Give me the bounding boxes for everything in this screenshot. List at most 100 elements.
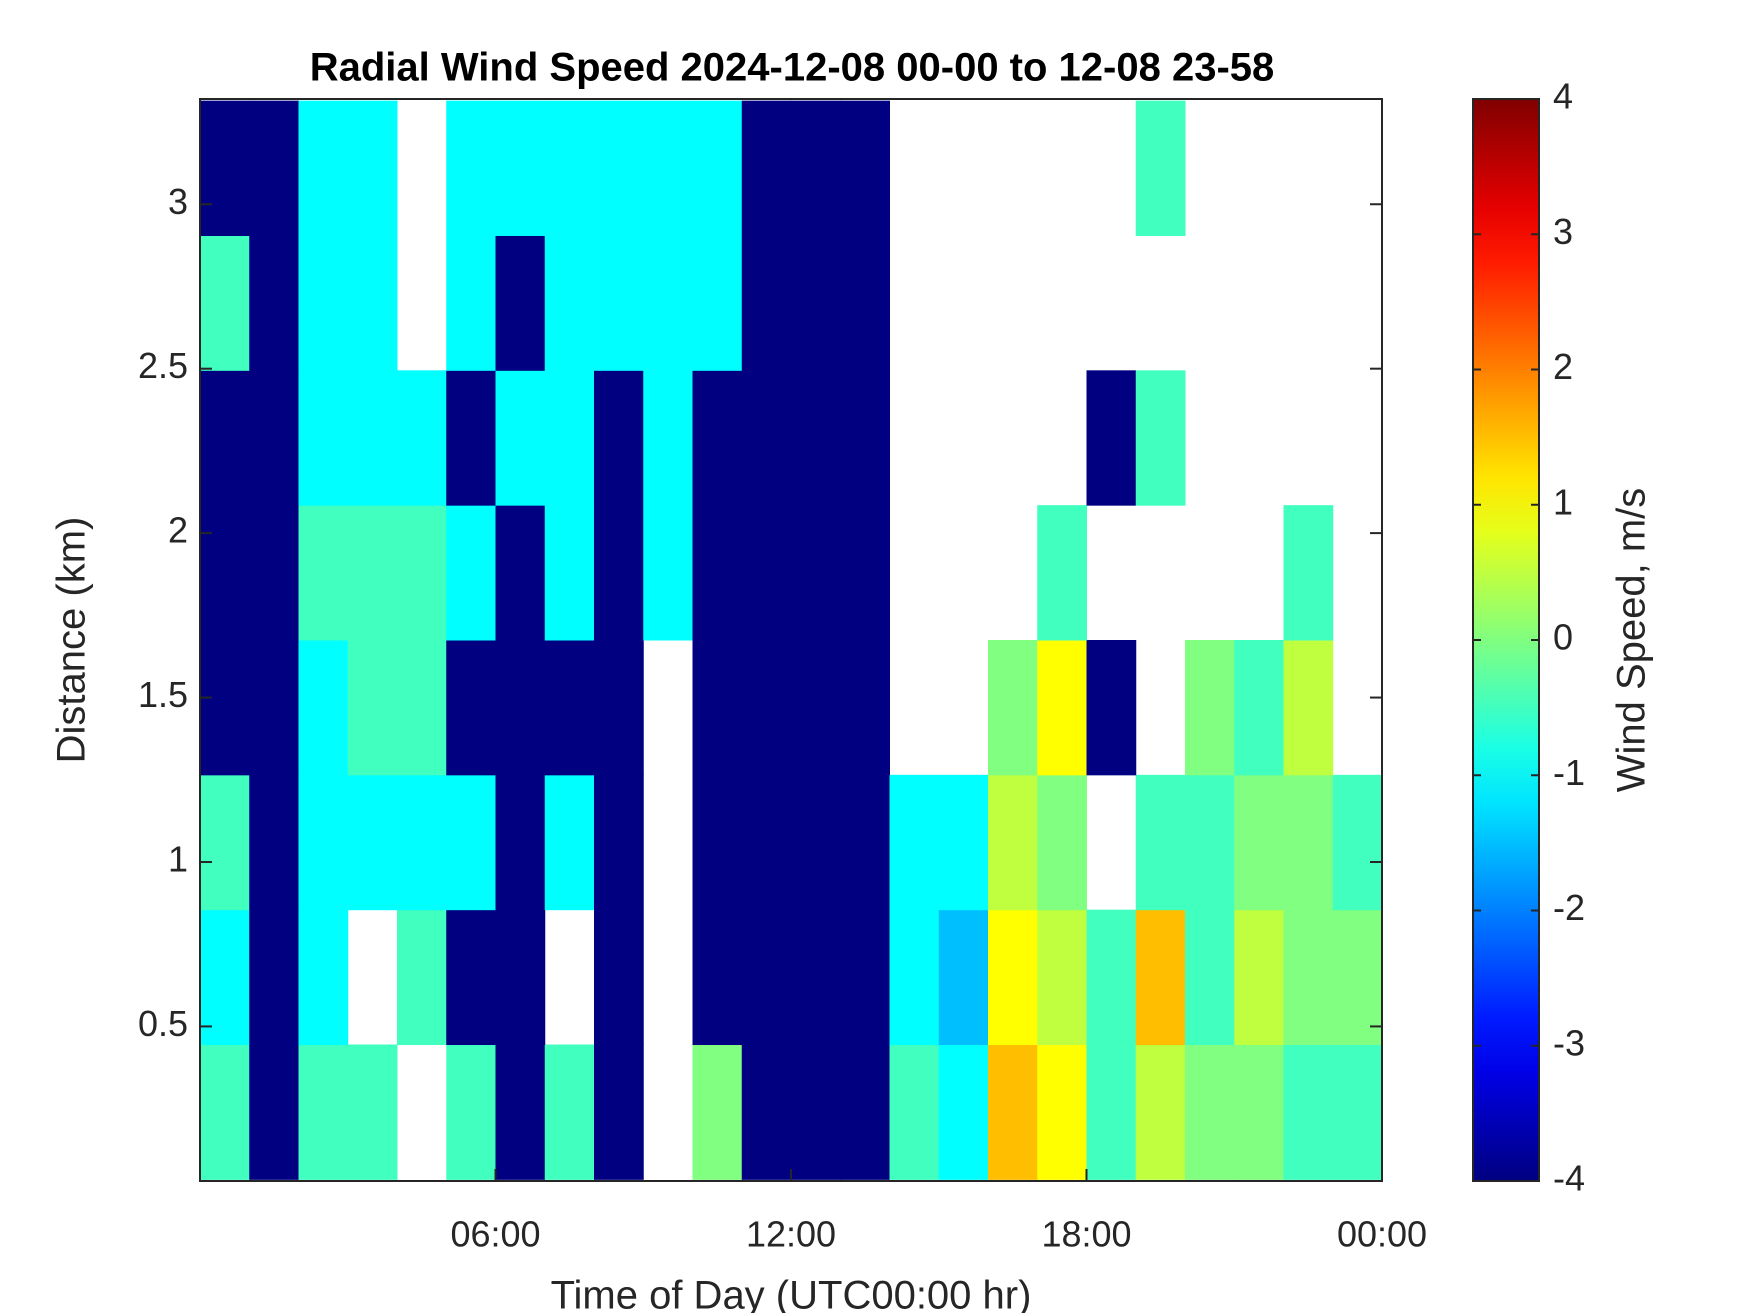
heat-cell — [1332, 1044, 1383, 1180]
heat-cell — [1185, 774, 1235, 911]
heat-cell — [988, 1044, 1038, 1180]
heat-cell — [741, 640, 792, 776]
heat-cell — [200, 505, 250, 641]
heat-cell — [840, 370, 890, 506]
heat-cell — [397, 909, 447, 1046]
heat-cell — [200, 370, 250, 506]
x-tick-label: 00:00 — [1337, 1214, 1427, 1255]
heat-cell — [840, 1044, 890, 1180]
heat-cell — [741, 909, 792, 1046]
heat-cell — [446, 370, 496, 506]
colorbar-tick-label: -1 — [1553, 752, 1585, 793]
heat-cell — [200, 909, 250, 1046]
heat-cell — [791, 774, 841, 911]
heat-cell — [741, 774, 792, 911]
heat-cell — [594, 235, 644, 371]
heat-cell — [446, 640, 496, 776]
heat-cell — [544, 774, 595, 911]
y-tick-label: 3 — [168, 181, 188, 222]
heat-cell — [791, 370, 841, 506]
heat-cell — [1037, 640, 1087, 776]
heat-cell — [692, 235, 743, 371]
heat-cell — [643, 100, 693, 236]
heat-cell — [938, 1044, 989, 1180]
heat-cell — [298, 774, 349, 911]
heat-cell — [249, 774, 299, 911]
heat-cell — [741, 235, 792, 371]
heat-cell — [249, 909, 299, 1046]
heat-cell — [347, 640, 398, 776]
heat-cell — [1135, 774, 1186, 911]
heat-cell — [249, 235, 299, 371]
heat-cell — [988, 640, 1038, 776]
heat-cell — [1283, 1044, 1334, 1180]
heat-cell — [938, 774, 989, 911]
heat-cell — [1086, 640, 1137, 776]
heat-cell — [692, 505, 743, 641]
heat-cell — [741, 370, 792, 506]
x-axis-label: Time of Day (UTC00:00 hr) — [551, 1274, 1032, 1313]
heat-cell — [298, 100, 349, 236]
heat-cell — [495, 774, 546, 911]
heat-cell — [446, 909, 496, 1046]
heat-cell — [840, 505, 890, 641]
heat-cell — [840, 100, 890, 236]
heat-cell — [495, 1044, 546, 1180]
heat-cell — [446, 774, 496, 911]
heat-cell — [249, 640, 299, 776]
heat-cell — [1283, 774, 1334, 911]
heat-cell — [446, 505, 496, 641]
heat-cell — [397, 640, 447, 776]
heat-cell — [889, 1044, 940, 1180]
heat-cell — [1234, 1044, 1284, 1180]
y-tick-label: 0.5 — [138, 1003, 188, 1044]
heat-cell — [692, 1044, 743, 1180]
heat-cell — [495, 370, 546, 506]
heat-cell — [544, 1044, 595, 1180]
heat-cell — [1135, 1044, 1186, 1180]
heat-cell — [495, 235, 546, 371]
heat-cell — [347, 505, 398, 641]
heat-cell — [1135, 370, 1186, 506]
heat-cell — [791, 235, 841, 371]
y-tick-label: 2 — [168, 510, 188, 551]
heat-cell — [988, 909, 1038, 1046]
colorbar-tick-label: -2 — [1553, 887, 1585, 928]
heat-cell — [1037, 909, 1087, 1046]
heat-cell — [544, 640, 595, 776]
heat-cell — [1037, 505, 1087, 641]
heat-cell — [446, 100, 496, 236]
heat-cell — [544, 235, 595, 371]
heat-cell — [446, 235, 496, 371]
heat-cell — [298, 909, 349, 1046]
heat-cell — [347, 1044, 398, 1180]
heat-cell — [249, 505, 299, 641]
heat-cell — [692, 909, 743, 1046]
heat-cell — [594, 100, 644, 236]
heat-cell — [791, 640, 841, 776]
heat-cell — [298, 1044, 349, 1180]
colorbar-tick-label: -4 — [1553, 1158, 1585, 1199]
heat-cell — [446, 1044, 496, 1180]
heat-cell — [741, 100, 792, 236]
heat-cell — [298, 235, 349, 371]
heat-cell — [1234, 774, 1284, 911]
heat-cell — [791, 1044, 841, 1180]
heat-cell — [200, 1044, 250, 1180]
heat-cell — [741, 505, 792, 641]
heat-cell — [1185, 1044, 1235, 1180]
heat-cell — [298, 370, 349, 506]
heat-cell — [200, 640, 250, 776]
heat-cell — [495, 100, 546, 236]
heat-cell — [544, 370, 595, 506]
x-tick-label: 06:00 — [450, 1214, 540, 1255]
colorbar-label: Wind Speed, m/s — [1610, 488, 1654, 793]
heatmap-cells — [200, 100, 1383, 1180]
heat-cell — [1086, 370, 1137, 506]
heat-cell — [200, 774, 250, 911]
heat-cell — [938, 909, 989, 1046]
heat-cell — [889, 774, 940, 911]
heat-cell — [249, 1044, 299, 1180]
heat-cell — [692, 640, 743, 776]
